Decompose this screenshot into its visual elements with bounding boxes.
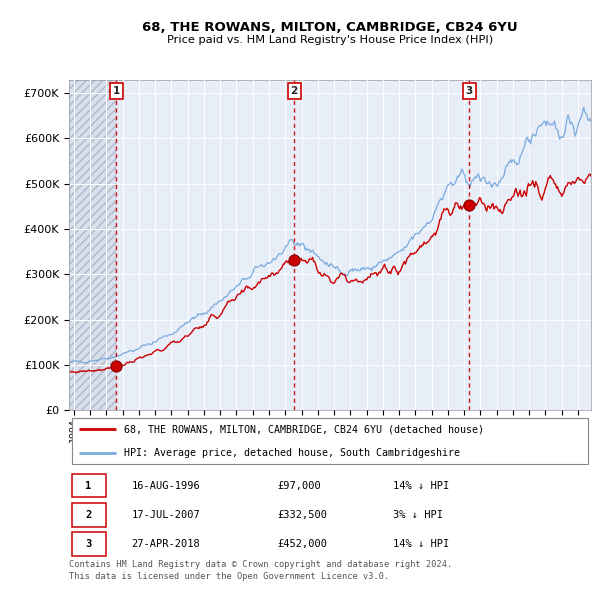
Text: Price paid vs. HM Land Registry's House Price Index (HPI): Price paid vs. HM Land Registry's House … <box>167 35 493 45</box>
Text: 3% ↓ HPI: 3% ↓ HPI <box>392 510 443 520</box>
Text: This data is licensed under the Open Government Licence v3.0.: This data is licensed under the Open Gov… <box>69 572 389 581</box>
Text: 17-JUL-2007: 17-JUL-2007 <box>131 510 200 520</box>
Text: 2: 2 <box>290 86 298 96</box>
FancyBboxPatch shape <box>71 418 589 464</box>
FancyBboxPatch shape <box>71 503 106 527</box>
Text: £332,500: £332,500 <box>278 510 328 520</box>
FancyBboxPatch shape <box>71 532 106 556</box>
Text: £452,000: £452,000 <box>278 539 328 549</box>
Text: 16-AUG-1996: 16-AUG-1996 <box>131 480 200 490</box>
Text: 68, THE ROWANS, MILTON, CAMBRIDGE, CB24 6YU: 68, THE ROWANS, MILTON, CAMBRIDGE, CB24 … <box>142 21 518 34</box>
FancyBboxPatch shape <box>71 474 106 497</box>
Text: 14% ↓ HPI: 14% ↓ HPI <box>392 539 449 549</box>
Text: 68, THE ROWANS, MILTON, CAMBRIDGE, CB24 6YU (detached house): 68, THE ROWANS, MILTON, CAMBRIDGE, CB24 … <box>124 424 484 434</box>
Text: £97,000: £97,000 <box>278 480 322 490</box>
Text: HPI: Average price, detached house, South Cambridgeshire: HPI: Average price, detached house, Sout… <box>124 448 460 458</box>
Text: Contains HM Land Registry data © Crown copyright and database right 2024.: Contains HM Land Registry data © Crown c… <box>69 560 452 569</box>
Text: 2: 2 <box>85 510 91 520</box>
Bar <box>69 80 116 410</box>
Text: 27-APR-2018: 27-APR-2018 <box>131 539 200 549</box>
Text: 1: 1 <box>85 480 91 490</box>
Text: 3: 3 <box>85 539 91 549</box>
Text: 14% ↓ HPI: 14% ↓ HPI <box>392 480 449 490</box>
Text: 1: 1 <box>113 86 120 96</box>
Text: 3: 3 <box>466 86 473 96</box>
